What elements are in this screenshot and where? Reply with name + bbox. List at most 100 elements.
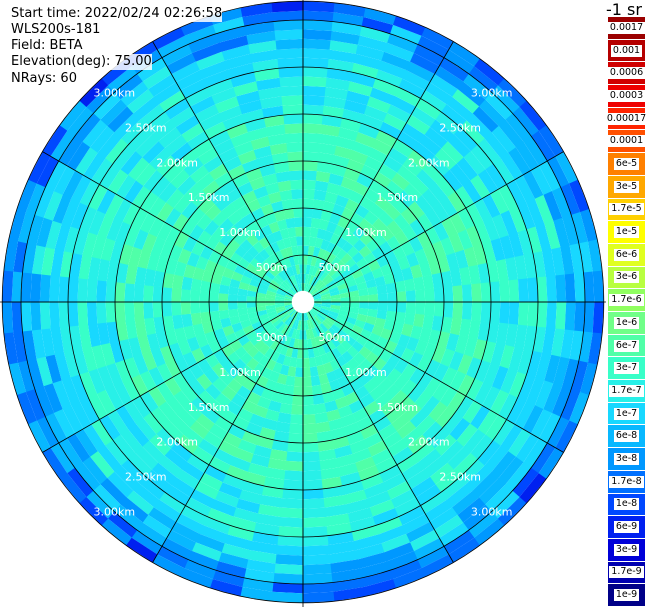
ppi-cell xyxy=(105,281,117,302)
ppi-cell xyxy=(303,208,313,218)
ppi-cell xyxy=(517,374,536,402)
range-ring-label: 3.00km xyxy=(471,86,513,99)
ppi-cell xyxy=(255,513,281,527)
ppi-cell xyxy=(317,439,335,452)
ppi-cell xyxy=(431,315,444,332)
colorbar-level: 1.7e-7 xyxy=(608,380,645,402)
ppi-cell xyxy=(409,529,440,552)
ppi-cell xyxy=(143,169,164,192)
ppi-cell xyxy=(431,240,447,259)
ppi-cell xyxy=(294,319,300,330)
ppi-cell xyxy=(330,559,360,574)
ppi-cell xyxy=(500,210,518,236)
ppi-cell xyxy=(324,504,348,518)
ppi-cell xyxy=(28,420,51,453)
ppi-cell xyxy=(268,221,280,234)
ppi-cell xyxy=(292,198,304,209)
ppi-cell xyxy=(499,280,510,303)
ppi-cell xyxy=(498,78,527,108)
azimuth-spoke xyxy=(310,306,564,453)
ppi-cell xyxy=(120,81,149,107)
ppi-cell xyxy=(343,489,367,505)
ppi-cell xyxy=(337,405,353,419)
ppi-cell xyxy=(36,155,60,188)
ppi-cell xyxy=(275,293,286,299)
azimuth-spoke xyxy=(152,41,299,295)
ppi-cell xyxy=(151,462,176,485)
ppi-cell xyxy=(258,313,269,322)
ppi-cell xyxy=(353,239,366,252)
ppi-cell xyxy=(349,290,360,298)
colorbar-tick-label: 1e-8 xyxy=(613,498,640,511)
ppi-cell xyxy=(245,422,263,437)
ppi-cell xyxy=(284,302,294,304)
ppi-cell xyxy=(253,405,269,419)
ppi-cell xyxy=(260,387,274,401)
ppi-cell xyxy=(181,461,205,482)
ppi-cell xyxy=(171,288,182,302)
colorbar-tick-label: 6e-7 xyxy=(613,339,640,352)
ppi-cell xyxy=(223,155,243,172)
ppi-cell xyxy=(456,423,478,447)
ppi-cell xyxy=(414,195,433,214)
ppi-cell xyxy=(176,434,198,455)
ppi-cell xyxy=(365,364,380,379)
ppi-cell xyxy=(328,418,344,431)
ppi-cell xyxy=(289,357,298,368)
ppi-cell xyxy=(421,554,454,577)
ppi-cell xyxy=(215,26,247,43)
ppi-cell xyxy=(183,325,196,340)
ppi-cell xyxy=(166,52,197,75)
field-label: Field: BETA xyxy=(11,38,83,54)
ppi-cell xyxy=(236,90,261,106)
ppi-cell xyxy=(401,267,414,281)
ppi-cell xyxy=(310,289,319,297)
ppi-cell xyxy=(291,404,303,415)
ppi-cell xyxy=(308,265,315,276)
ppi-cell xyxy=(380,263,393,276)
ppi-cell xyxy=(222,325,235,337)
ppi-cell xyxy=(414,248,429,265)
ppi-cell xyxy=(338,309,349,317)
ppi-cell xyxy=(328,173,344,186)
ppi-cell xyxy=(218,105,243,122)
ppi-cell xyxy=(273,573,303,584)
ppi-cell xyxy=(172,274,184,290)
ppi-cell xyxy=(114,198,133,222)
ppi-cell xyxy=(115,282,126,302)
ppi-cell xyxy=(226,364,241,379)
ppi-cell xyxy=(314,316,322,325)
ppi-cell xyxy=(407,384,425,403)
ppi-cell xyxy=(416,355,432,373)
colorbar-level: 0.0006 xyxy=(607,62,646,85)
ppi-cell xyxy=(195,533,225,553)
ppi-cell xyxy=(434,514,464,539)
ppi-cell xyxy=(227,294,238,302)
ppi-cell xyxy=(96,389,116,415)
range-ring-label: 500m xyxy=(319,261,351,274)
ppi-cell xyxy=(286,317,294,327)
ppi-cell xyxy=(147,507,177,530)
ppi-cell xyxy=(91,158,114,185)
ppi-cell xyxy=(328,49,357,63)
ppi-cell xyxy=(505,323,518,348)
ppi-cell xyxy=(438,522,469,547)
ppi-cell xyxy=(457,497,486,523)
colorbar-level: 3e-5 xyxy=(608,175,645,198)
ppi-cell xyxy=(325,316,336,325)
ppi-cell xyxy=(499,345,515,370)
ppi-cell xyxy=(114,73,144,100)
ppi-cell xyxy=(564,302,576,331)
ppi-cell xyxy=(149,148,172,170)
ppi-cell xyxy=(580,209,598,242)
ppi-cell xyxy=(289,308,297,316)
ppi-cell xyxy=(164,484,191,506)
ppi-cell xyxy=(330,164,347,177)
range-ring-label: 2.00km xyxy=(156,436,198,449)
ppi-cell xyxy=(490,238,506,262)
ppi-cell xyxy=(318,334,327,345)
ppi-cell xyxy=(325,264,335,275)
ppi-cell xyxy=(198,197,216,214)
ppi-cell xyxy=(303,189,315,200)
ppi-cell xyxy=(140,191,159,213)
